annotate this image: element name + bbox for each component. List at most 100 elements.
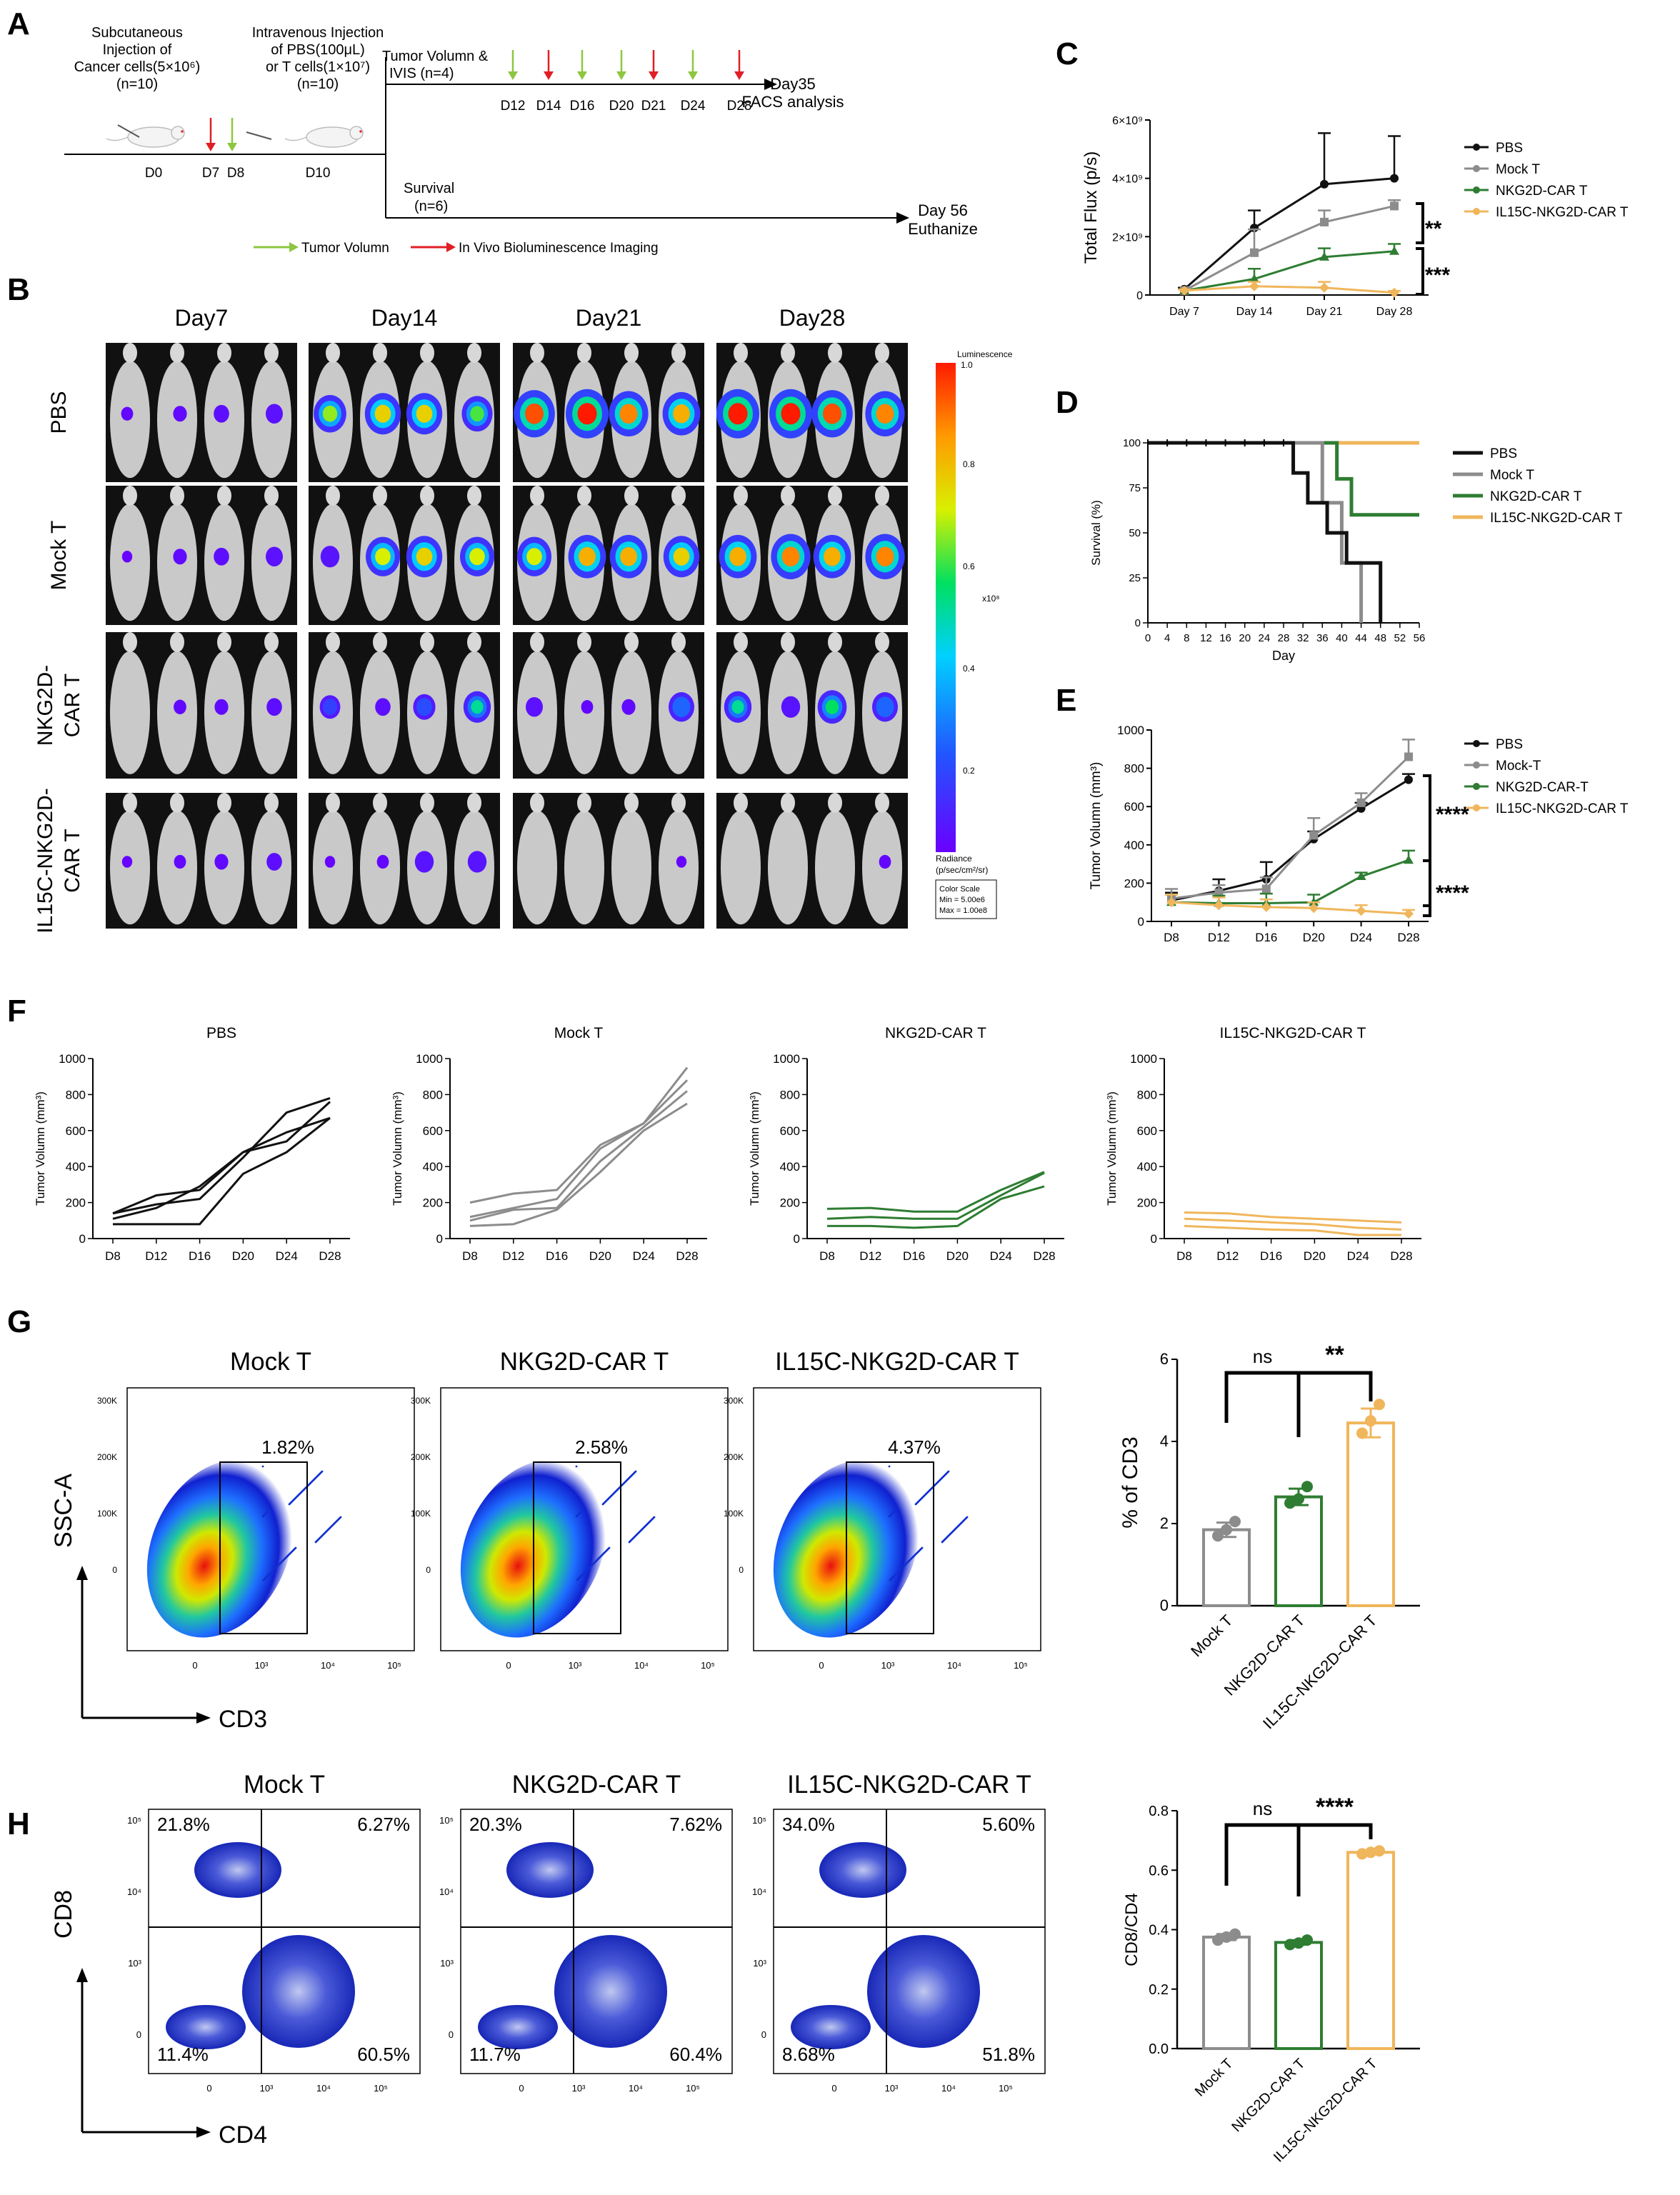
schedule-arrow-head	[688, 71, 698, 80]
x-tick-label: 0	[1145, 632, 1151, 644]
timeline-day-label: D21	[641, 99, 666, 114]
chart-E: D8 D12 D16 D20 D24 D28 0 200 400 600 800 1000 Tumor …	[1089, 724, 1629, 944]
facs-x-tick: 0	[831, 2083, 836, 2094]
legend-label: IL15C-NKG2D-CAR T	[1490, 511, 1623, 526]
mouse-nose	[467, 793, 481, 813]
mouse-silhouette	[313, 810, 353, 925]
data-point	[1249, 274, 1259, 283]
y-arrow-head	[76, 1968, 88, 1982]
tumor-signal-core	[526, 548, 542, 566]
mouse-nose	[734, 343, 748, 363]
mouse-nose	[734, 632, 748, 652]
facs-y-tick: 0	[449, 2029, 454, 2040]
x-tick-label: D8	[105, 1249, 121, 1263]
chart-F-subplot: NKG2D-CAR T D8 D12 D16 D20 D24 D28 0 200 400 600 80…	[748, 1025, 1064, 1263]
y-tick-label: 400	[66, 1160, 86, 1174]
legend-label: PBS	[1496, 141, 1523, 156]
mouse-icon-d0	[106, 126, 185, 148]
cd3-gate	[219, 1461, 308, 1634]
mouse-nose	[624, 343, 639, 363]
tumor-signal-outer	[320, 546, 340, 568]
x-tick-label: D16	[1260, 1249, 1282, 1263]
x-tick-label: 40	[1336, 632, 1348, 644]
x-arrow-head	[196, 2126, 211, 2138]
quadrant-percent: 8.68%	[782, 2044, 835, 2065]
series-line	[1184, 204, 1395, 292]
tumor-signal-core	[619, 404, 638, 424]
radiance-label: Radiance	[936, 854, 972, 864]
individual-mouse-line	[469, 1079, 689, 1219]
dn-population	[791, 2005, 871, 2049]
x-tick-label: D12	[1216, 1249, 1239, 1263]
x-tick-label: 36	[1316, 632, 1329, 644]
replicate-point	[1229, 1928, 1241, 1940]
mouse-nose	[875, 793, 889, 813]
mouse-nose	[875, 632, 889, 652]
x-tick-label: D16	[1255, 931, 1277, 944]
x-arrow-head	[196, 1712, 211, 1724]
data-point	[1261, 901, 1271, 912]
legend-text: In Vivo Bioluminescence Imaging	[459, 241, 659, 256]
legend-label: PBS	[1490, 446, 1517, 461]
facs-x-tick: 10⁴	[947, 1660, 961, 1671]
legend-marker	[1473, 144, 1480, 151]
data-point	[1309, 903, 1319, 914]
tumor-signal-outer	[414, 851, 434, 873]
y-tick-label: 200	[780, 1196, 800, 1210]
syringe-icon	[246, 131, 272, 140]
y-tick-label: 0	[79, 1232, 86, 1246]
bar	[1202, 1528, 1251, 1607]
facs-title: NKG2D-CAR T	[500, 1348, 669, 1376]
facs-x-tick: 10⁵	[387, 1660, 401, 1671]
mouse-nose	[671, 632, 686, 652]
x-tick-label: D28	[1397, 931, 1419, 944]
mouse-silhouette	[768, 810, 808, 925]
survival-curve	[1148, 441, 1419, 517]
tumor-signal-outer	[676, 856, 687, 868]
cd8-axis-label: CD8	[50, 1890, 77, 1939]
x-category-label: Mock T	[1192, 2056, 1236, 2100]
mouse-nose	[671, 793, 686, 813]
euthanize-text: Euthanize	[908, 220, 978, 238]
schema-injection-sc-text: (n=10)	[116, 76, 158, 92]
chart-D: 0 4 8 12 16 20 24 28 32 36 40 44 48 52 560255075100Sur…	[1089, 437, 1623, 663]
y-axis-label: CD8/CD4	[1122, 1893, 1141, 1966]
x-category-label: NKG2D-CAR T	[1229, 2056, 1308, 2135]
replicate-point	[1293, 1937, 1304, 1949]
replicate-point	[1293, 1493, 1304, 1505]
x-axis-label: Day	[1272, 649, 1295, 663]
luminescence-title: Luminescence	[957, 349, 1013, 359]
tumor-signal-mid	[672, 696, 691, 718]
mouse-silhouette	[659, 810, 699, 925]
y-tick-label: 0.2	[1149, 1982, 1169, 1998]
ssc-axis-label: SSC-A	[50, 1474, 77, 1548]
quadrant-percent: 7.62%	[669, 1814, 722, 1835]
facs-x-tick: 10⁴	[316, 2083, 331, 2094]
timeline-day-label: D0	[145, 166, 162, 181]
facs-x-tick: 0	[506, 1660, 511, 1671]
sig-bracket	[1416, 202, 1424, 244]
data-point	[1356, 798, 1366, 807]
facs-y-tick: 100K	[411, 1509, 431, 1519]
facs-event-dot	[888, 1465, 891, 1468]
tumor-signal-outer	[174, 699, 186, 714]
facs-x-tick: 10⁵	[1014, 1660, 1028, 1671]
timeline-day-label: D24	[681, 99, 706, 114]
panel-label-g: G	[7, 1304, 31, 1339]
timeline-day-label: D8	[227, 166, 244, 181]
x-tick-label: D20	[589, 1249, 611, 1263]
replicate-point	[1284, 1939, 1296, 1951]
mouse-nose	[373, 632, 387, 652]
mouse-nose	[577, 343, 591, 363]
tumor-signal-outer	[266, 546, 283, 567]
facs-y-tick: 10⁴	[752, 1886, 766, 1897]
facs-event-dot	[581, 1509, 584, 1511]
data-point	[1404, 752, 1413, 761]
tumor-signal-core	[728, 403, 748, 425]
bar	[1274, 1495, 1323, 1607]
mouse-nose	[530, 343, 544, 363]
quadrant-percent: 20.3%	[469, 1814, 522, 1835]
mouse-nose	[624, 632, 639, 652]
x-tick-label: Day 28	[1376, 306, 1413, 318]
colorbar-tick: 0.6	[963, 561, 975, 571]
